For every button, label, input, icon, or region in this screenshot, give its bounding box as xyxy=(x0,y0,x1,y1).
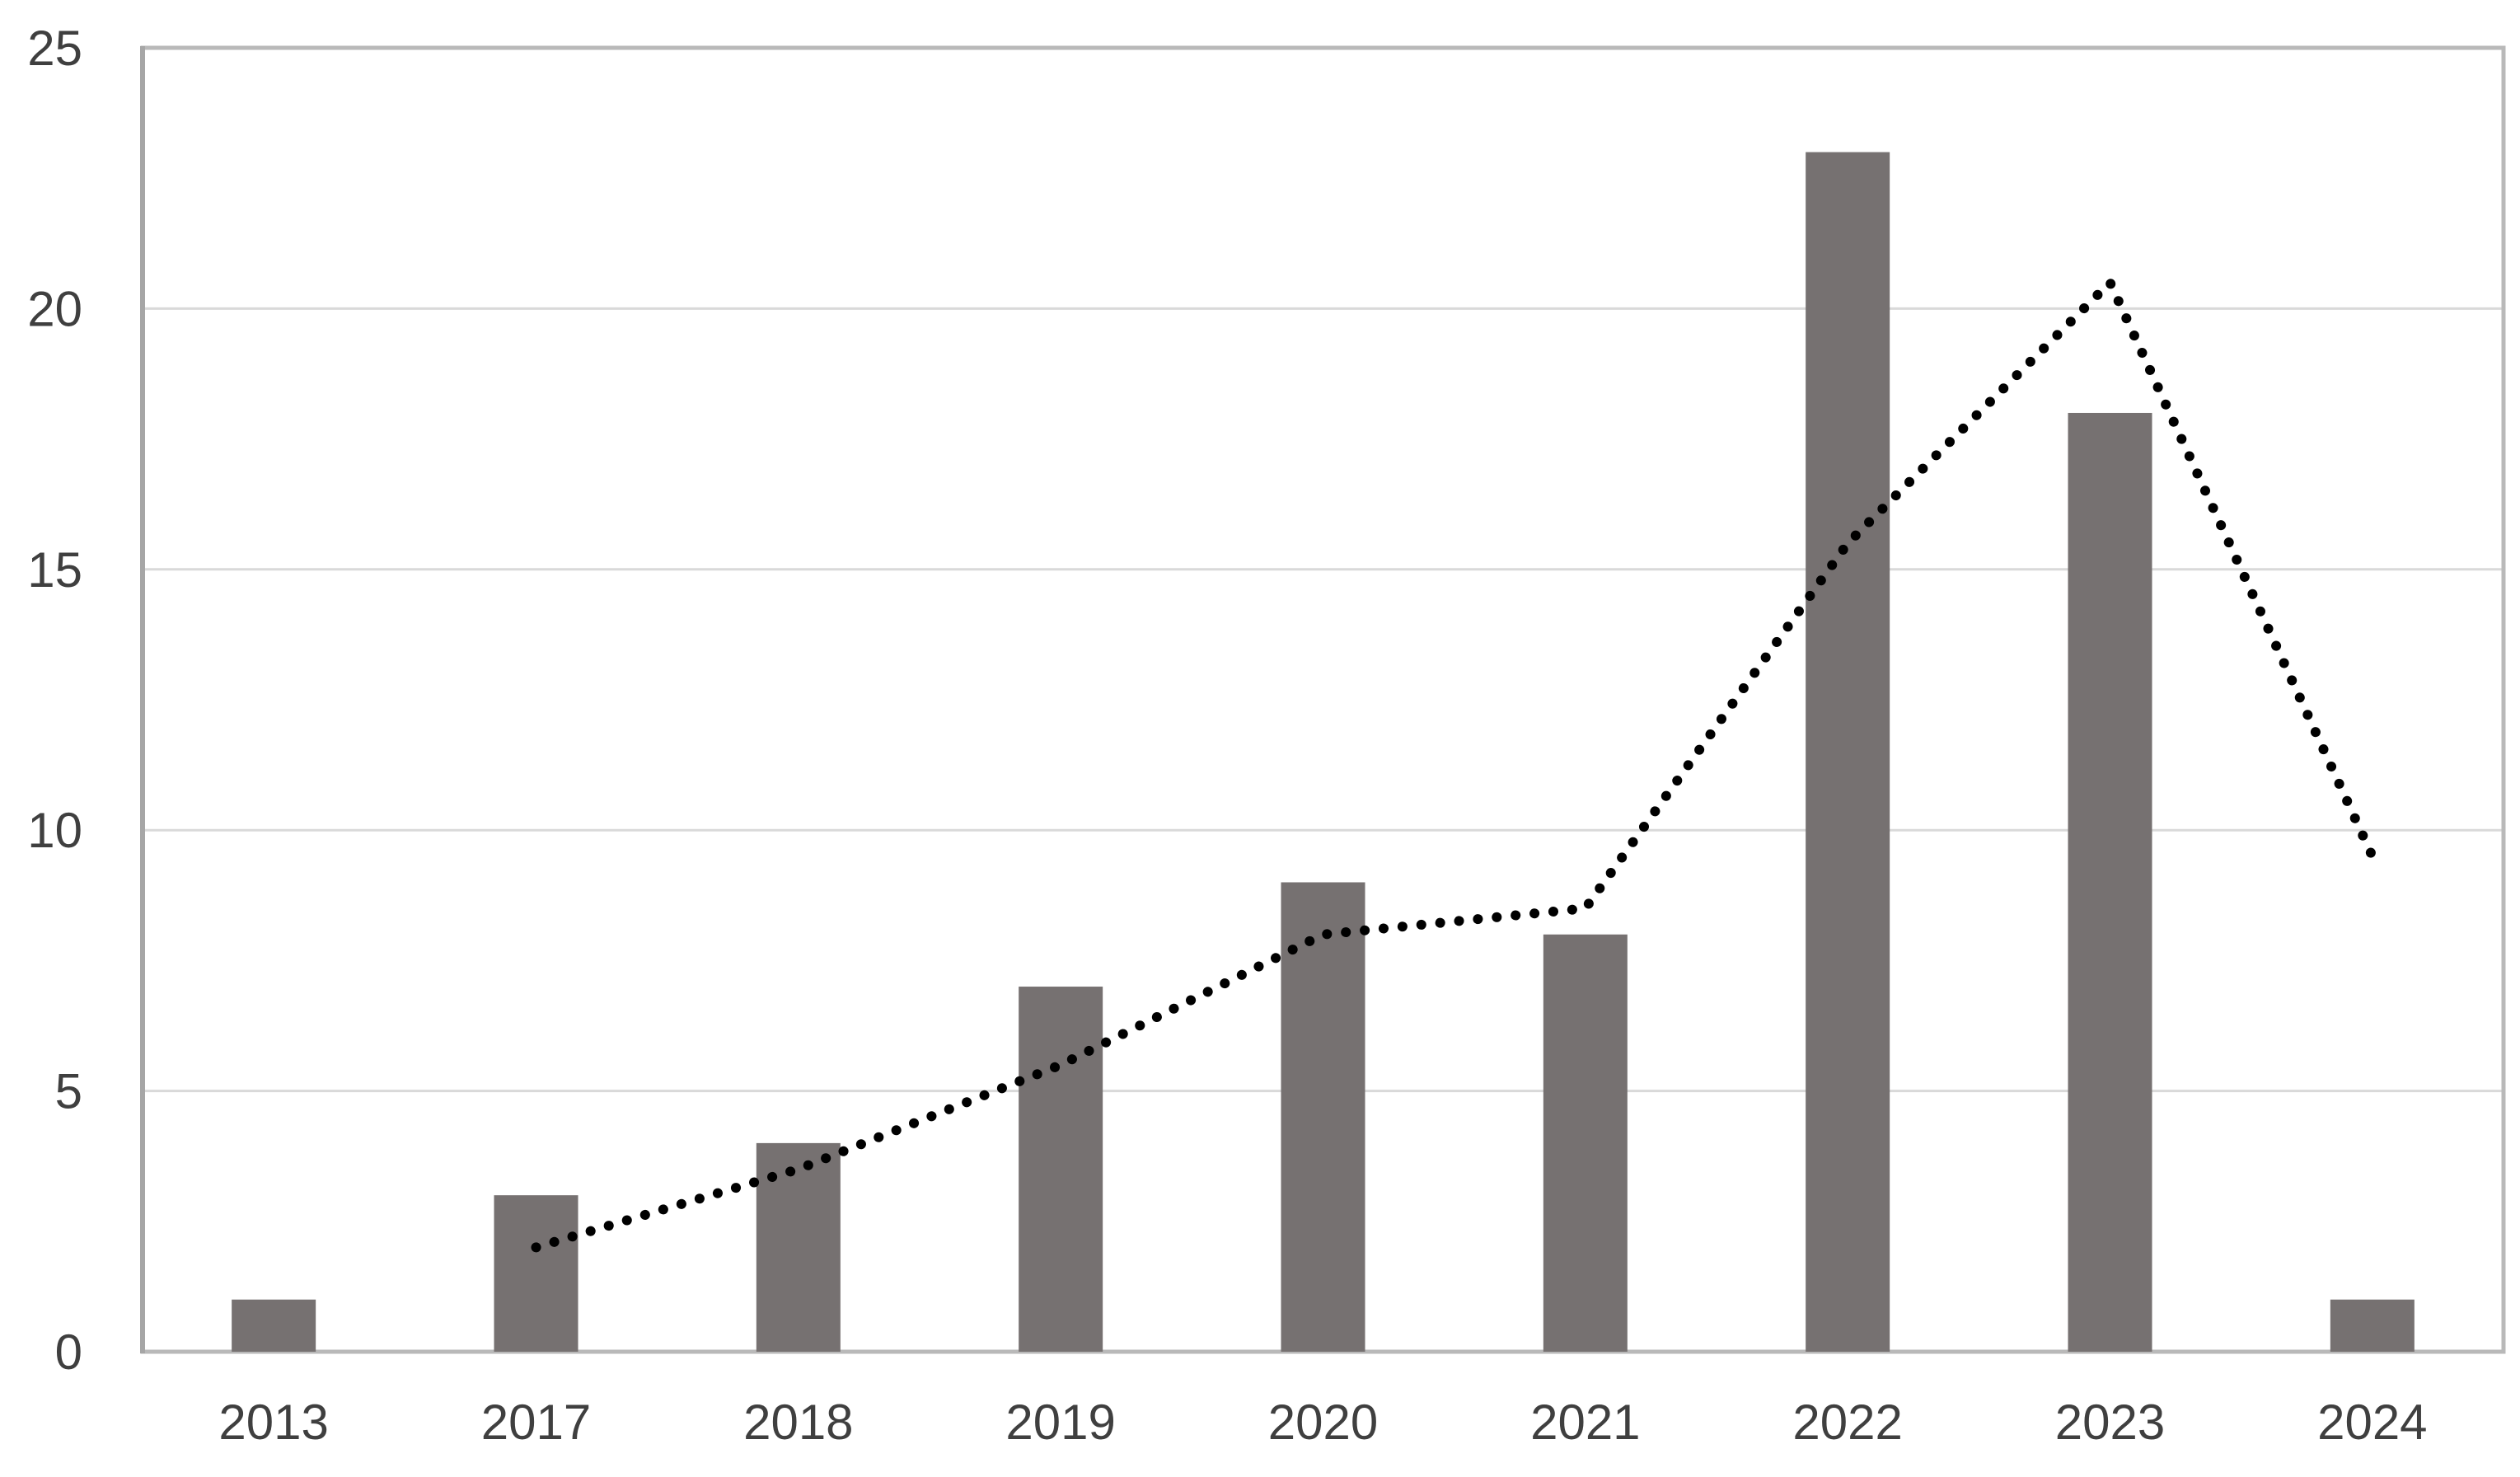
y-tick-label-10: 10 xyxy=(27,803,82,858)
x-tick-label-2019: 2019 xyxy=(1005,1395,1115,1450)
y-tick-label-0: 0 xyxy=(55,1325,82,1380)
bar-2017 xyxy=(494,1195,578,1352)
bar-2024 xyxy=(2330,1299,2415,1352)
bar-2019 xyxy=(1019,987,1103,1352)
x-tick-label-2018: 2018 xyxy=(743,1395,853,1450)
y-tick-label-25: 25 xyxy=(27,21,82,76)
x-tick-label-2021: 2021 xyxy=(1530,1395,1640,1450)
bar-2020 xyxy=(1281,882,1365,1352)
x-tick-label-2024: 2024 xyxy=(2317,1395,2427,1450)
x-tick-label-2017: 2017 xyxy=(481,1395,591,1450)
y-tick-label-20: 20 xyxy=(27,281,82,336)
x-tick-label-2020: 2020 xyxy=(1268,1395,1378,1450)
dotted-trend-line xyxy=(531,277,2377,1253)
y-tick-label-15: 15 xyxy=(27,542,82,598)
x-tick-label-2013: 2013 xyxy=(218,1395,328,1450)
bar-2021 xyxy=(1543,934,1628,1352)
bar-2013 xyxy=(232,1299,316,1352)
bar-2022 xyxy=(1806,152,1890,1352)
x-tick-label-2023: 2023 xyxy=(2055,1395,2165,1450)
bar-2023 xyxy=(2068,412,2152,1353)
y-tick-label-5: 5 xyxy=(55,1064,82,1119)
x-tick-label-2022: 2022 xyxy=(1792,1395,1902,1450)
